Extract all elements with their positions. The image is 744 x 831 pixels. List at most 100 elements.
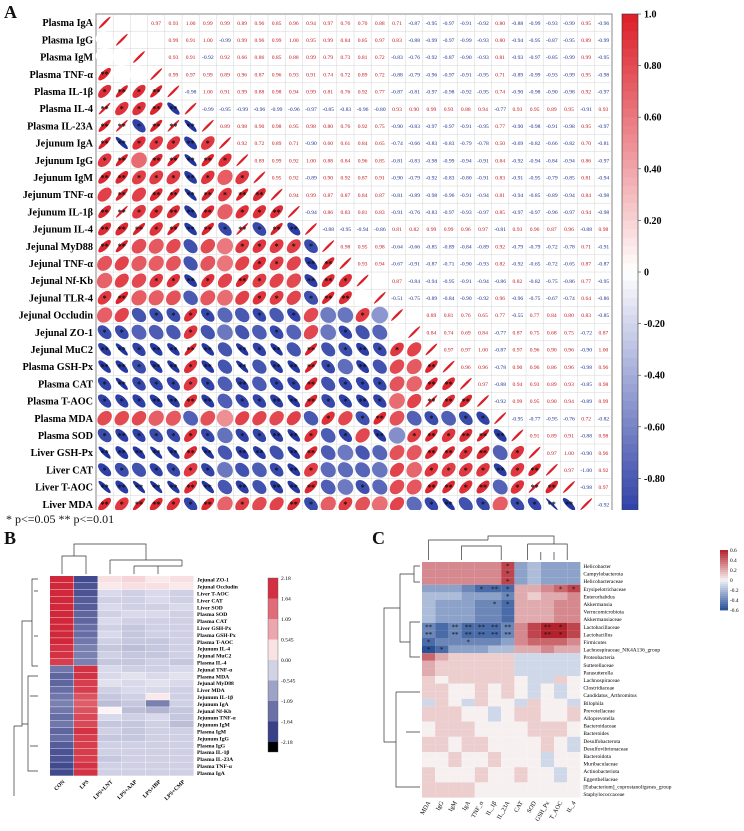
correlation-ellipse — [337, 479, 354, 495]
correlation-value: -0.91 — [477, 158, 489, 164]
correlation-value: -0.98 — [598, 193, 610, 199]
correlation-value: 0.94 — [375, 262, 385, 268]
correlation-value: -0.72 — [546, 262, 558, 268]
heatmap-cell — [514, 782, 528, 790]
correlation-value: -0.76 — [408, 210, 420, 216]
heatmap-cell — [422, 668, 436, 676]
correlation-ellipse — [287, 205, 300, 218]
heatmap-cell — [540, 752, 554, 760]
significance-mark: * — [120, 105, 124, 114]
significance-mark: ** — [187, 483, 195, 492]
legend-tick-label: 0.2 — [730, 568, 737, 574]
heatmap-cell — [146, 714, 170, 721]
correlation-value: -0.88 — [512, 21, 524, 27]
correlation-ellipse — [217, 427, 233, 444]
correlation-ellipse — [201, 480, 214, 494]
legend-segment — [720, 554, 728, 557]
colorbar-segment — [622, 392, 638, 402]
correlation-ellipse — [406, 359, 422, 375]
heatmap-cell — [146, 679, 170, 686]
correlation-value: -0.71 — [443, 262, 455, 268]
correlation-matrix-chart: 0.97 0.93 1.00 0.99 0.99 0.89 0.96 0.85 0.96 0.94… — [19, 10, 665, 510]
correlation-ellipse — [510, 497, 525, 510]
correlation-value: -0.78 — [563, 244, 575, 250]
column-label: CAT — [513, 800, 525, 814]
significance-mark: * — [103, 466, 107, 475]
correlation-value: 0.93 — [289, 72, 299, 78]
correlation-ellipse — [269, 256, 284, 271]
correlation-ellipse — [389, 497, 405, 510]
correlation-value: -0.81 — [391, 158, 403, 164]
correlation-ellipse — [252, 273, 267, 288]
heatmap-cell — [488, 600, 502, 608]
colorbar-segment — [622, 203, 638, 213]
correlation-value: 0.87 — [375, 193, 385, 199]
correlation-ellipse — [167, 343, 180, 356]
correlation-ellipse — [235, 480, 249, 494]
significance-mark: * — [466, 639, 470, 647]
correlation-value: 0.95 — [289, 124, 299, 130]
correlation-value: -0.94 — [477, 279, 489, 285]
correlation-ellipse — [339, 257, 352, 270]
significance-mark: ** — [204, 345, 212, 354]
significance-mark: * — [515, 449, 519, 458]
legend-segment — [720, 566, 728, 569]
heatmap-cell — [146, 589, 170, 597]
colorbar-segment — [622, 349, 638, 359]
heatmap-cell — [488, 729, 502, 737]
significance-mark: ** — [152, 500, 160, 509]
heatmap-c-chart: * Helicobacter* Campylobacterota* Helicobac… — [383, 535, 739, 823]
heatmap-cell — [461, 721, 475, 730]
colorbar-segment — [622, 31, 638, 41]
heatmap-cell — [461, 645, 475, 654]
correlation-value: 0.80 — [495, 38, 505, 44]
correlation-ellipse — [165, 290, 181, 306]
heatmap-cell — [170, 631, 194, 638]
heatmap-cell — [567, 790, 581, 798]
significance-mark: * — [506, 578, 510, 586]
heatmap-cell — [435, 592, 449, 600]
significance-mark: * — [120, 328, 124, 337]
correlation-value: 0.83 — [341, 210, 351, 216]
heatmap-cell — [98, 665, 122, 673]
heatmap-cell — [474, 714, 488, 722]
correlation-value: -0.94 — [598, 176, 610, 182]
correlation-ellipse — [372, 324, 388, 340]
heatmap-cell — [501, 736, 515, 745]
heatmap-cell — [488, 668, 502, 676]
heatmap-cell — [514, 615, 528, 623]
correlation-value: 0.99 — [599, 399, 609, 405]
heatmap-cell — [448, 706, 462, 714]
significance-mark: * — [240, 500, 244, 509]
significance-mark: ** — [462, 397, 470, 406]
correlation-value: 0.69 — [461, 330, 471, 336]
heatmap-cell — [540, 584, 554, 593]
heatmap-cell — [474, 782, 488, 790]
heatmap-cell — [514, 721, 528, 730]
correlation-value: -0.85 — [529, 193, 541, 199]
heatmap-cell — [98, 755, 122, 762]
legend-tick-label: -1.64 — [281, 720, 293, 726]
correlation-value: 0.82 — [513, 279, 523, 285]
correlation-value: -0.77 — [529, 416, 541, 422]
row-label: Firmicutes — [583, 640, 606, 646]
correlation-value: 0.99 — [427, 107, 437, 113]
correlation-ellipse — [388, 323, 406, 342]
correlation-ellipse — [115, 171, 129, 184]
heatmap-cell — [474, 676, 488, 684]
significance-mark: ** — [479, 449, 487, 458]
column-label: LPS+LNT — [93, 779, 115, 801]
correlation-ellipse — [150, 446, 163, 459]
significance-mark: * — [309, 431, 313, 440]
heatmap-cell — [474, 721, 488, 730]
correlation-ellipse — [201, 446, 214, 459]
correlation-value: 0.74 — [444, 330, 454, 336]
significance-mark: ** — [290, 483, 298, 492]
correlation-value: 0.70 — [358, 21, 368, 27]
correlation-ellipse — [96, 307, 113, 323]
heatmap-cell — [448, 584, 462, 593]
correlation-ellipse — [235, 256, 250, 271]
row-label: Jejunal Occludin — [197, 585, 239, 591]
correlation-value: 0.99 — [581, 55, 591, 61]
significance-mark: * — [257, 242, 261, 251]
